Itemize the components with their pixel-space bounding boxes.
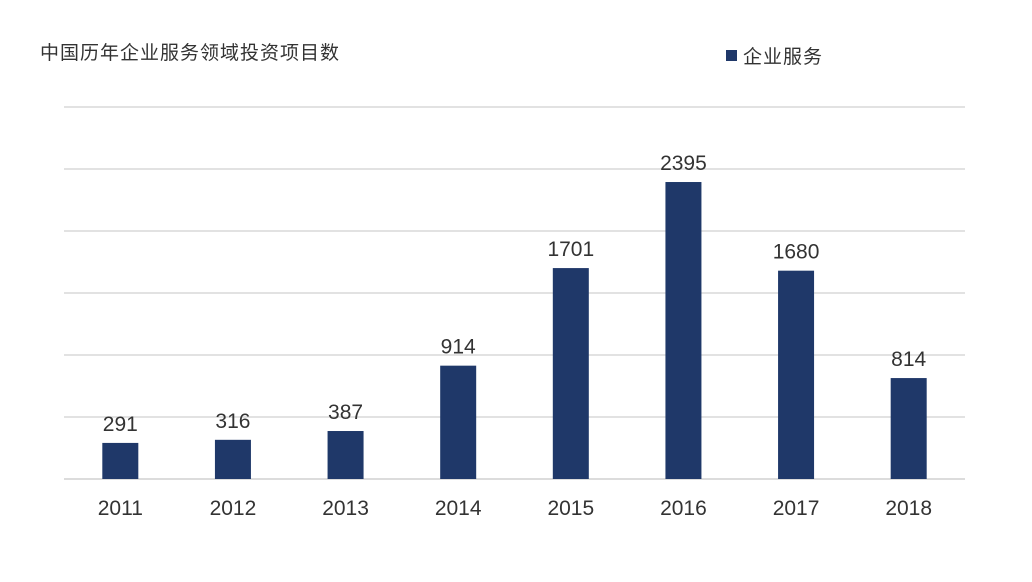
x-tick-label-2012: 2012 [210, 497, 257, 520]
x-tick-label-2014: 2014 [435, 497, 482, 520]
x-tick-label-2011: 2011 [98, 497, 143, 520]
chart-title: 中国历年企业服务领域投资项目数 [40, 42, 341, 64]
x-tick-label-2016: 2016 [660, 497, 707, 520]
data-label-2016: 2395 [660, 152, 707, 175]
x-axis: 2011 2012 2013 2014 2015 2016 2017 2018 [98, 497, 932, 520]
legend-swatch [726, 50, 737, 61]
bar-2015 [552, 268, 589, 479]
bar-2013 [327, 431, 364, 479]
data-label-2012: 316 [215, 410, 250, 433]
legend: 企业服务 [726, 42, 823, 69]
data-labels: 291 316 387 914 1701 2395 1680 814 [103, 152, 927, 436]
legend-label: 企业服务 [743, 46, 824, 68]
x-tick-label-2017: 2017 [773, 497, 820, 520]
data-label-2011: 291 [103, 413, 138, 436]
bar-2012 [214, 439, 251, 479]
x-tick-label-2013: 2013 [322, 497, 369, 520]
data-label-2014: 914 [441, 336, 476, 359]
bar-2017 [778, 270, 815, 479]
x-tick-label-2015: 2015 [547, 497, 594, 520]
bar-2014 [440, 365, 477, 479]
data-label-2017: 1680 [773, 241, 820, 264]
x-tick-label-2018: 2018 [885, 497, 932, 520]
data-label-2013: 387 [328, 401, 363, 424]
bar-2018 [890, 378, 927, 479]
data-label-2018: 814 [891, 348, 926, 371]
bar-2011 [102, 442, 139, 479]
gridlines [64, 106, 965, 480]
bars [102, 182, 927, 479]
bar-2016 [665, 182, 702, 479]
data-label-2015: 1701 [547, 238, 594, 261]
